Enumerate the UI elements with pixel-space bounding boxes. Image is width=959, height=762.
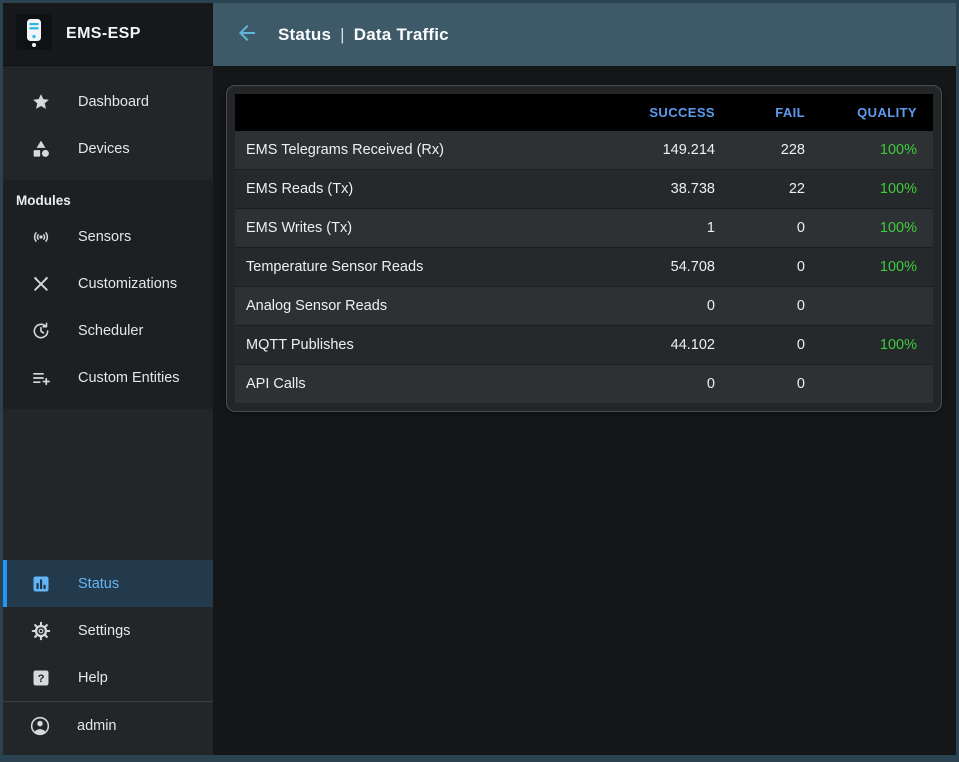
sidebar-item-customizations[interactable]: Customizations bbox=[3, 260, 213, 307]
sidebar-item-devices[interactable]: Devices bbox=[3, 125, 213, 172]
sidebar-item-label: Settings bbox=[78, 622, 131, 639]
row-quality: 100% bbox=[879, 142, 917, 158]
svg-text:?: ? bbox=[38, 673, 45, 685]
sidebar-item-status[interactable]: Status bbox=[3, 560, 213, 607]
app-header: EMS-ESP bbox=[3, 3, 213, 66]
sidebar-divider bbox=[3, 701, 213, 702]
column-header-blank bbox=[235, 94, 611, 131]
row-label: API Calls bbox=[246, 376, 306, 392]
row-fail: 0 bbox=[796, 376, 805, 392]
sidebar-item-dashboard[interactable]: Dashboard bbox=[3, 78, 213, 125]
help-icon: ? bbox=[30, 667, 52, 689]
column-header-quality: QUALITY bbox=[821, 94, 933, 131]
sidebar-item-label: Customizations bbox=[78, 275, 178, 292]
table-header-row: SUCCESS FAIL QUALITY bbox=[235, 94, 933, 131]
sidebar-spacer bbox=[3, 409, 213, 560]
row-quality: 100% bbox=[879, 337, 917, 353]
row-quality: 100% bbox=[879, 181, 917, 197]
row-fail: 0 bbox=[796, 337, 805, 353]
row-label: EMS Telegrams Received (Rx) bbox=[246, 142, 444, 158]
table-row: EMS Writes (Tx) 1 0 100% bbox=[235, 208, 933, 248]
tools-icon bbox=[30, 273, 52, 295]
arrow-left-icon bbox=[235, 21, 259, 48]
gear-icon bbox=[30, 620, 52, 642]
row-fail: 0 bbox=[796, 259, 805, 275]
sidebar-item-label: Devices bbox=[78, 140, 130, 157]
sensors-icon bbox=[30, 226, 52, 248]
row-success: 1 bbox=[706, 220, 715, 236]
main-content: Status | Data Traffic SUCCESS FAIL QUALI… bbox=[213, 3, 956, 755]
app-shell: EMS-ESP Dashboard Devices Modules bbox=[3, 3, 956, 755]
page-title: Status | Data Traffic bbox=[278, 25, 449, 45]
sidebar-item-custom-entities[interactable]: Custom Entities bbox=[3, 354, 213, 401]
app-title: EMS-ESP bbox=[66, 25, 141, 42]
row-success: 38.738 bbox=[670, 181, 715, 197]
sidebar-item-label: Sensors bbox=[78, 228, 132, 245]
row-quality bbox=[821, 365, 933, 404]
modules-section-header: Modules bbox=[16, 193, 71, 208]
table-row: Analog Sensor Reads 0 0 bbox=[235, 286, 933, 326]
row-label: EMS Reads (Tx) bbox=[246, 181, 354, 197]
page-body: SUCCESS FAIL QUALITY EMS Telegrams Recei… bbox=[213, 66, 956, 755]
sidebar-item-scheduler[interactable]: Scheduler bbox=[3, 307, 213, 354]
topbar: Status | Data Traffic bbox=[213, 3, 956, 66]
list-add-icon bbox=[30, 367, 52, 389]
category-icon bbox=[30, 138, 52, 160]
page-title-section: Status bbox=[278, 24, 332, 44]
back-button[interactable] bbox=[229, 17, 265, 53]
row-label: Analog Sensor Reads bbox=[246, 298, 388, 314]
column-header-fail: FAIL bbox=[731, 94, 821, 131]
sidebar-item-settings[interactable]: Settings bbox=[3, 607, 213, 654]
app-logo bbox=[16, 13, 52, 55]
table-row: EMS Reads (Tx) 38.738 22 100% bbox=[235, 169, 933, 209]
sidebar-nav-bottom: Status Settings bbox=[3, 560, 213, 701]
row-quality: 100% bbox=[879, 220, 917, 236]
column-header-success: SUCCESS bbox=[611, 94, 731, 131]
row-fail: 0 bbox=[796, 220, 805, 236]
row-quality: 100% bbox=[879, 259, 917, 275]
row-fail: 22 bbox=[788, 181, 805, 197]
page-title-divider: | bbox=[340, 24, 345, 44]
user-label: admin bbox=[77, 718, 117, 734]
row-success: 44.102 bbox=[670, 337, 715, 353]
row-success: 0 bbox=[706, 376, 715, 392]
account-icon bbox=[29, 715, 51, 737]
row-quality bbox=[821, 287, 933, 326]
sidebar-item-label: Dashboard bbox=[78, 93, 149, 110]
row-fail: 228 bbox=[780, 142, 805, 158]
sidebar-item-label: Scheduler bbox=[78, 322, 144, 339]
clock-update-icon bbox=[30, 320, 52, 342]
row-success: 149.214 bbox=[662, 142, 715, 158]
row-label: EMS Writes (Tx) bbox=[246, 220, 353, 236]
sidebar-item-user[interactable]: admin bbox=[3, 702, 213, 750]
sidebar-item-label: Status bbox=[78, 575, 120, 592]
row-fail: 0 bbox=[796, 298, 805, 314]
table-row: API Calls 0 0 bbox=[235, 364, 933, 404]
row-label: MQTT Publishes bbox=[246, 337, 354, 353]
table-row: Temperature Sensor Reads 54.708 0 100% bbox=[235, 247, 933, 287]
row-success: 0 bbox=[706, 298, 715, 314]
sidebar-item-sensors[interactable]: Sensors bbox=[3, 213, 213, 260]
row-label: Temperature Sensor Reads bbox=[246, 259, 424, 275]
row-success: 54.708 bbox=[670, 259, 715, 275]
bar-chart-icon bbox=[30, 573, 52, 595]
data-traffic-table: SUCCESS FAIL QUALITY EMS Telegrams Recei… bbox=[235, 94, 933, 403]
sidebar-modules-section: Modules Sensors bbox=[3, 180, 213, 409]
table-row: MQTT Publishes 44.102 0 100% bbox=[235, 325, 933, 365]
star-icon bbox=[30, 91, 52, 113]
table-row: EMS Telegrams Received (Rx) 149.214 228 … bbox=[235, 131, 933, 170]
sidebar-item-label: Help bbox=[78, 669, 108, 686]
sidebar-nav-top: Dashboard Devices bbox=[3, 66, 213, 172]
sidebar-item-label: Custom Entities bbox=[78, 369, 180, 386]
sidebar: EMS-ESP Dashboard Devices Modules bbox=[3, 3, 213, 755]
data-traffic-card: SUCCESS FAIL QUALITY EMS Telegrams Recei… bbox=[226, 85, 942, 412]
page-title-page: Data Traffic bbox=[353, 24, 449, 44]
sidebar-item-help[interactable]: ? Help bbox=[3, 654, 213, 701]
